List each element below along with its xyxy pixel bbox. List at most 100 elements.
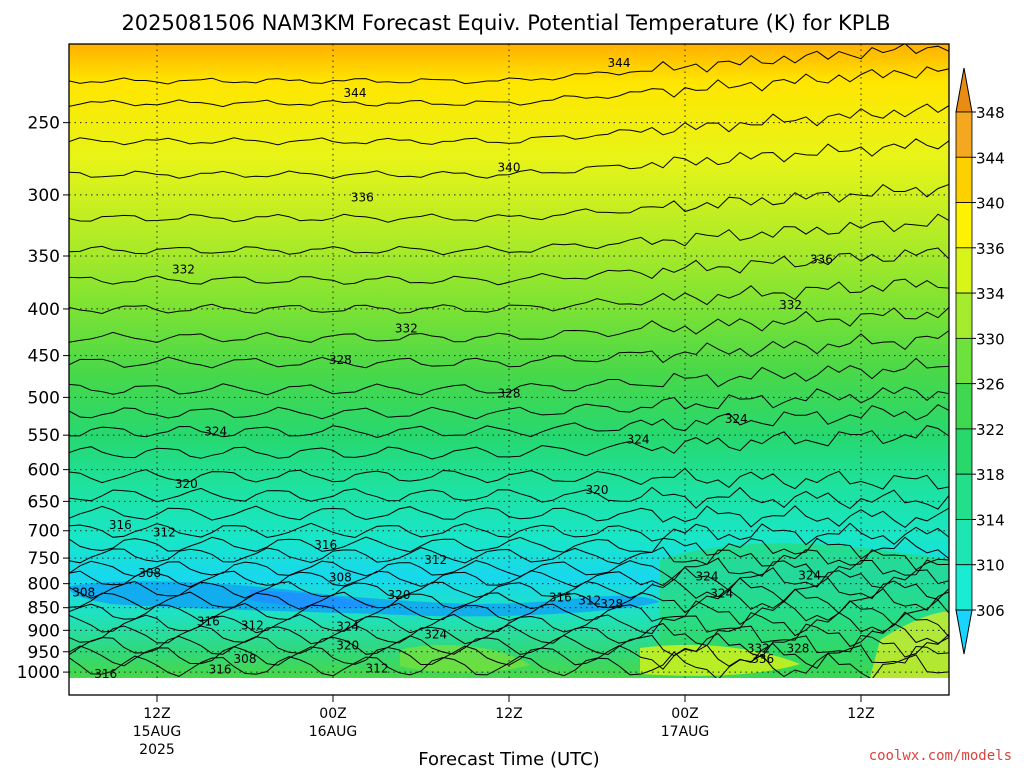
contour-label: 328 — [786, 641, 809, 655]
contour-line — [69, 247, 949, 286]
cold-core-inner — [250, 590, 380, 609]
colorbar-segment — [955, 111, 973, 158]
contour-label: 312 — [578, 594, 601, 608]
chart-title: 2025081506 NAM3KM Forecast Equiv. Potent… — [121, 11, 890, 35]
contour-label: 308 — [329, 571, 352, 585]
y-axis: 2503003504004505005506006507007508008509… — [17, 114, 69, 683]
colorbar-extend-top — [955, 67, 973, 113]
contour-label: 328 — [498, 386, 521, 400]
y-tick-label: 600 — [28, 461, 60, 481]
contour-line — [69, 66, 949, 108]
x-tick-label: 17AUG — [661, 724, 710, 740]
contour-label: 320 — [586, 483, 609, 497]
contour-line — [69, 622, 949, 648]
contour-label: 336 — [351, 191, 374, 205]
colorbar-label: 340 — [976, 195, 1005, 213]
x-tick-label: 12Z — [847, 706, 874, 722]
y-tick-label: 1000 — [17, 663, 60, 683]
x-axis: 12Z 15AUG 2025 00Z 16AUG 12Z 00Z 17AUG 12Z — [133, 695, 875, 758]
colorbar-label: 318 — [976, 466, 1005, 484]
contour-line — [69, 357, 949, 396]
contour-label: 324 — [627, 432, 650, 446]
contour-label: 312 — [241, 618, 264, 632]
contour-label: 316 — [549, 590, 572, 604]
contour-label: 344 — [344, 86, 367, 100]
contour-label: 320 — [175, 477, 198, 491]
x-tick-label: 00Z — [671, 706, 698, 722]
contour-line — [69, 522, 949, 546]
contour-label: 324 — [424, 627, 447, 641]
x-tick-label: 00Z — [319, 706, 346, 722]
y-tick-label: 350 — [28, 247, 60, 267]
colorbar-label: 344 — [976, 149, 1005, 167]
contour-label: 308 — [234, 652, 257, 666]
contour-label: 336 — [810, 252, 833, 266]
contour-label: 340 — [498, 161, 521, 175]
gridlines — [69, 44, 949, 678]
contour-label: 332 — [172, 262, 195, 276]
y-tick-label: 700 — [28, 522, 60, 542]
contour-label: 324 — [725, 412, 748, 426]
contour-label: 332 — [747, 641, 770, 655]
contour-line — [69, 330, 949, 369]
contour-label: 320 — [336, 638, 359, 652]
colorbar-segment — [955, 156, 973, 203]
contour-line — [69, 138, 949, 180]
contour-label: 308 — [138, 566, 161, 580]
x-tick-label: 12Z — [143, 706, 170, 722]
y-tick-label: 950 — [28, 643, 60, 663]
colorbar-label: 334 — [976, 285, 1005, 303]
colorbar-segment — [955, 519, 973, 566]
contour-label: 324 — [798, 569, 821, 583]
colorbar-segment — [955, 428, 973, 475]
colorbar-segment — [955, 337, 973, 385]
colorbar-label: 326 — [976, 376, 1005, 394]
colorbar-label: 330 — [976, 330, 1005, 348]
colorbar-segment — [955, 292, 973, 339]
contour-label: 308 — [72, 585, 95, 599]
y-tick-label: 800 — [28, 575, 60, 595]
colorbar-segment — [955, 564, 973, 611]
contour-line — [69, 307, 949, 344]
x-tick-label: 12Z — [495, 706, 522, 722]
colorbar-label: 306 — [976, 602, 1005, 620]
contour-line — [69, 546, 949, 571]
contour-label: 316 — [109, 518, 132, 532]
colorbar-extend-bottom — [955, 609, 973, 655]
contour-label: 344 — [608, 56, 631, 70]
field-features — [70, 543, 949, 678]
x-axis-label: Forecast Time (UTC) — [418, 749, 599, 768]
contour-label: 312 — [153, 525, 176, 539]
y-tick-label: 450 — [28, 347, 60, 367]
contour-line — [69, 651, 949, 678]
y-tick-label: 750 — [28, 549, 60, 569]
contour-label: 324 — [204, 425, 227, 439]
contour-label: 324 — [696, 570, 719, 584]
colorbar-segment — [955, 202, 973, 249]
contour-label: 316 — [314, 538, 337, 552]
contour-line — [69, 505, 949, 529]
contour-line — [69, 278, 949, 315]
contour-label: 336 — [751, 652, 774, 666]
contour-label: 324 — [710, 586, 733, 600]
contour-labels: 3443443403363363323323323283283243243243… — [72, 56, 833, 681]
contour-label: 324 — [336, 619, 359, 633]
contour-label: 316 — [94, 667, 117, 681]
contour-line — [69, 467, 949, 490]
colorbar-label: 314 — [976, 511, 1005, 529]
contour-line — [69, 566, 949, 592]
y-tick-label: 900 — [28, 621, 60, 641]
credit-text[interactable]: coolwx.com/models — [869, 748, 1012, 764]
colorbar: 348 344 340 336 334 330 326 322 318 314 310 306 — [955, 67, 1005, 655]
contour-line — [69, 632, 949, 658]
contour-line — [69, 213, 949, 256]
colorbar-segment — [955, 473, 973, 520]
contour-line — [69, 642, 949, 670]
y-tick-label: 550 — [28, 426, 60, 446]
contour-line — [69, 386, 949, 420]
contour-label: 316 — [197, 614, 220, 628]
y-tick-label: 400 — [28, 300, 60, 320]
y-tick-label: 650 — [28, 492, 60, 512]
